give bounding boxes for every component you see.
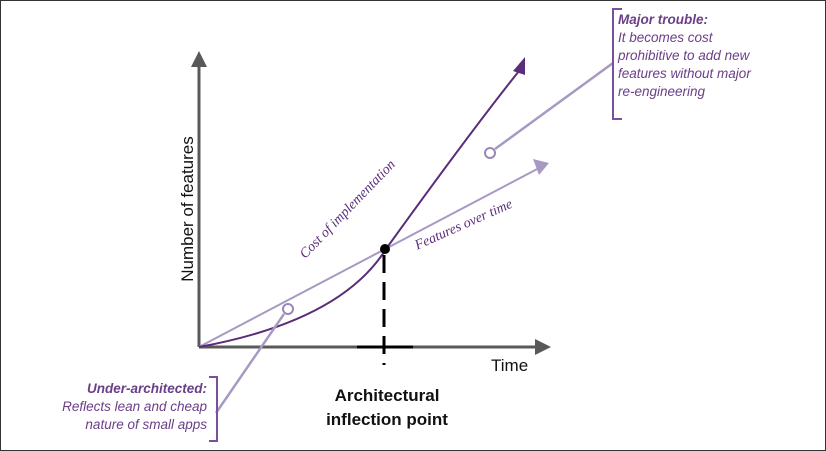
inflection-point-caption: Architectural inflection point — [317, 384, 457, 432]
major-trouble-heading: Major trouble: — [618, 12, 708, 27]
features-over-time-line — [198, 166, 542, 348]
major-trouble-leader — [494, 61, 614, 151]
major-trouble-bracket — [612, 8, 622, 120]
under-architected-bracket — [209, 376, 218, 442]
major-trouble-line: prohibitive to add new — [618, 48, 750, 63]
x-axis-arrowhead — [535, 339, 551, 355]
major-trouble-line: features without major — [618, 66, 751, 81]
major-trouble-line: It becomes cost — [618, 30, 713, 45]
under-architected-line: nature of small apps — [85, 417, 207, 432]
y-axis-arrowhead — [191, 51, 207, 67]
major-trouble-marker — [484, 147, 496, 159]
under-architected-marker — [282, 303, 294, 315]
under-architected-heading: Under-architected: — [86, 381, 207, 396]
inflection-dot — [380, 244, 390, 254]
cost-of-implementation-arrowhead — [513, 57, 525, 75]
major-trouble-line: re-engineering — [618, 84, 706, 99]
under-architected-line: Reflects lean and cheap — [62, 399, 207, 414]
under-architected-leader — [214, 313, 286, 414]
major-trouble-note: Major trouble: It becomes cost prohibiti… — [618, 11, 818, 101]
inflection-caption-line-2: inflection point — [326, 410, 448, 429]
x-axis-label: Time — [491, 356, 529, 375]
inflection-caption-line-1: Architectural — [334, 386, 440, 405]
features-over-time-arrowhead — [533, 159, 549, 175]
under-architected-note: Under-architected: Reflects lean and che… — [15, 380, 207, 434]
y-axis-label: Number of features — [178, 136, 197, 282]
